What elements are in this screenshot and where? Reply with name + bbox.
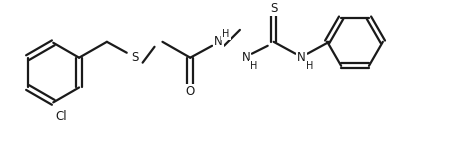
Text: N: N: [241, 51, 250, 64]
Text: N: N: [297, 51, 306, 64]
Text: H: H: [305, 61, 313, 71]
Text: H: H: [250, 61, 257, 71]
Text: S: S: [131, 51, 138, 64]
Text: Cl: Cl: [55, 110, 67, 123]
Text: O: O: [185, 85, 195, 98]
Text: H: H: [222, 29, 230, 39]
Text: N: N: [214, 35, 223, 48]
Text: S: S: [270, 2, 278, 15]
